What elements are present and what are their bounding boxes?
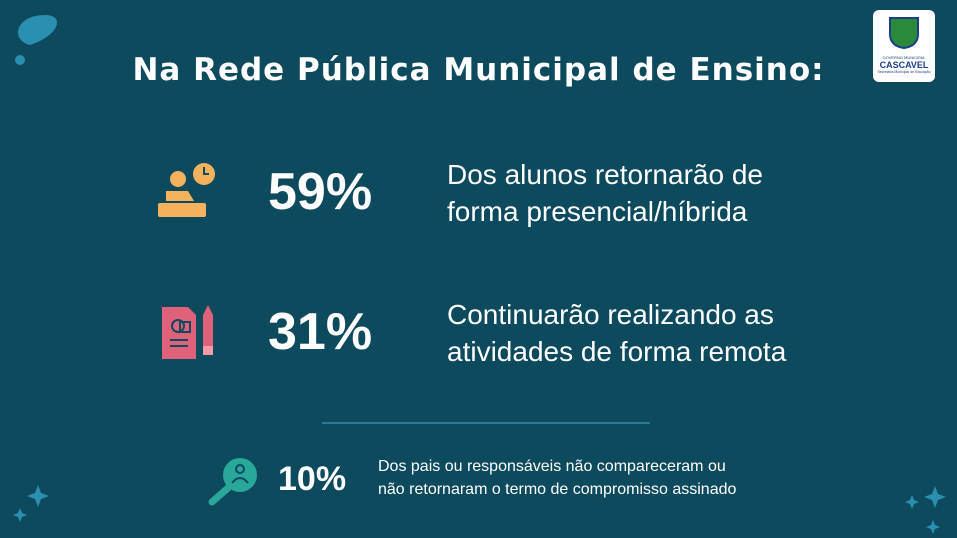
stat-line: atividades de forma remota (447, 336, 787, 367)
stat-value: 59% (268, 163, 373, 221)
logo-line: Secretaria Municipal de Educação (877, 70, 931, 74)
footnote-line: não retornaram o termo de compromisso as… (378, 481, 737, 498)
stat-line: Continuarão realizando as (447, 299, 774, 330)
stat-text: Dos alunos retornarão de forma presencia… (447, 156, 763, 230)
logo: GOVERNO MUNICIPAL CASCAVEL Secretaria Mu… (873, 10, 935, 82)
footnote-value: 10% (278, 460, 347, 498)
logo-name: CASCAVEL (879, 60, 929, 70)
logo-line: GOVERNO MUNICIPAL (882, 55, 926, 60)
footnote-line: Dos pais ou responsáveis não comparecera… (378, 458, 726, 475)
footnote-text: Dos pais ou responsáveis não comparecera… (378, 455, 736, 501)
stat-value: 31% (268, 303, 373, 361)
title: Na Rede Pública Municipal de Ensino: (132, 52, 825, 88)
stat-text: Continuarão realizando as atividades de … (447, 296, 786, 370)
logo-crest (889, 17, 919, 50)
stat-line: forma presencial/híbrida (447, 196, 748, 227)
stat-line: Dos alunos retornarão de (447, 159, 763, 190)
